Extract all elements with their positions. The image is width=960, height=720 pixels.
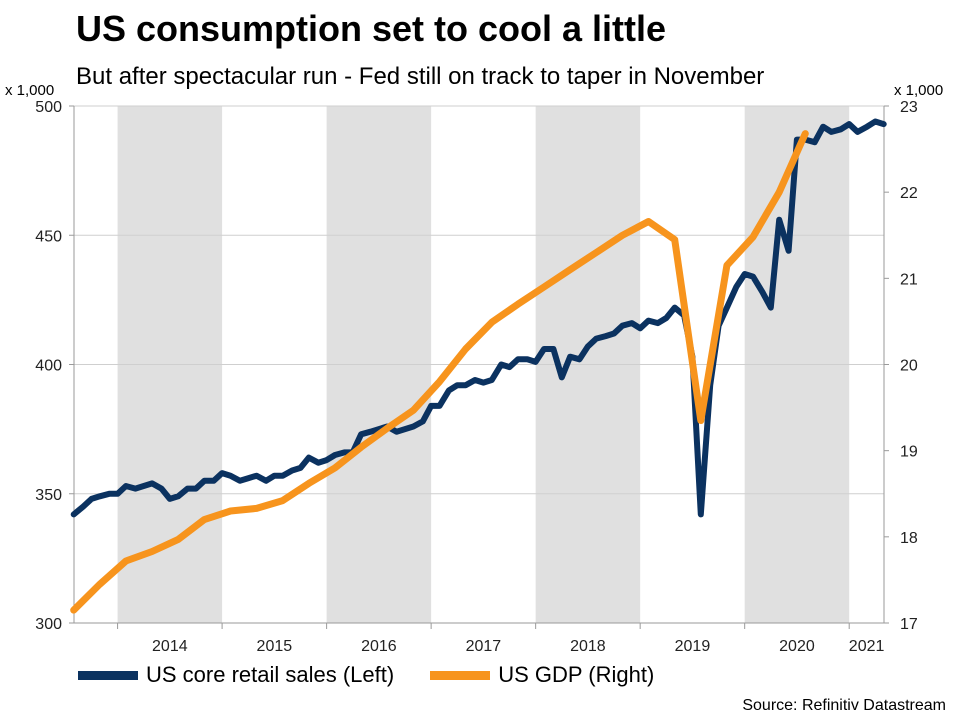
chart-title: US consumption set to cool a little xyxy=(76,8,667,49)
right-tick-label-23: 23 xyxy=(900,99,918,116)
chart-subtitle: But after spectacular run - Fed still on… xyxy=(76,63,765,90)
left-tick-label-450: 450 xyxy=(35,228,62,245)
source-note: Source: Refinitiv Datastream xyxy=(742,697,946,714)
tick-labels: 2014 2015 2016 2017 2018 2019 2020 202130035040… xyxy=(35,99,918,655)
right-tick-label-19: 19 xyxy=(900,444,918,461)
x-tick-label-2018: 2018 xyxy=(570,638,606,655)
right-tick-label-21: 21 xyxy=(900,271,918,288)
series-line-1 xyxy=(70,130,809,614)
left-tick-label-300: 300 xyxy=(35,616,62,633)
left-tick-label-350: 350 xyxy=(35,487,62,504)
right-axis-unit-label: x 1,000 xyxy=(894,82,944,99)
x-tick-label-2017: 2017 xyxy=(466,638,502,655)
x-tick-label-2020: 2020 xyxy=(779,638,815,655)
x-tick-label-2014: 2014 xyxy=(152,638,188,655)
legend-swatch-retail xyxy=(78,670,138,680)
right-tick-label-17: 17 xyxy=(900,616,918,633)
x-tick-label-2015: 2015 xyxy=(257,638,293,655)
x-tick-label-2019: 2019 xyxy=(675,638,711,655)
legend-item-gdp: US GDP (Right) xyxy=(430,662,654,688)
legend-label-retail: US core retail sales (Left) xyxy=(146,662,395,687)
legend: US core retail sales (Left) US GDP (Righ… xyxy=(78,662,690,688)
x-tick-label-2021: 2021 xyxy=(849,638,885,655)
legend-label-gdp: US GDP (Right) xyxy=(498,662,655,687)
right-tick-label-20: 20 xyxy=(900,358,918,375)
left-tick-label-500: 500 xyxy=(35,99,62,116)
right-tick-label-22: 22 xyxy=(900,185,918,202)
right-tick-label-18: 18 xyxy=(900,530,918,547)
series-line-0 xyxy=(70,118,887,518)
x-tick-label-2016: 2016 xyxy=(361,638,397,655)
legend-swatch-gdp xyxy=(430,670,491,680)
legend-item-retail: US core retail sales (Left) xyxy=(78,662,394,688)
left-axis-unit-label: x 1,000 xyxy=(5,82,55,99)
series-lines xyxy=(70,118,887,614)
left-tick-label-400: 400 xyxy=(35,358,62,375)
axes xyxy=(69,105,889,629)
